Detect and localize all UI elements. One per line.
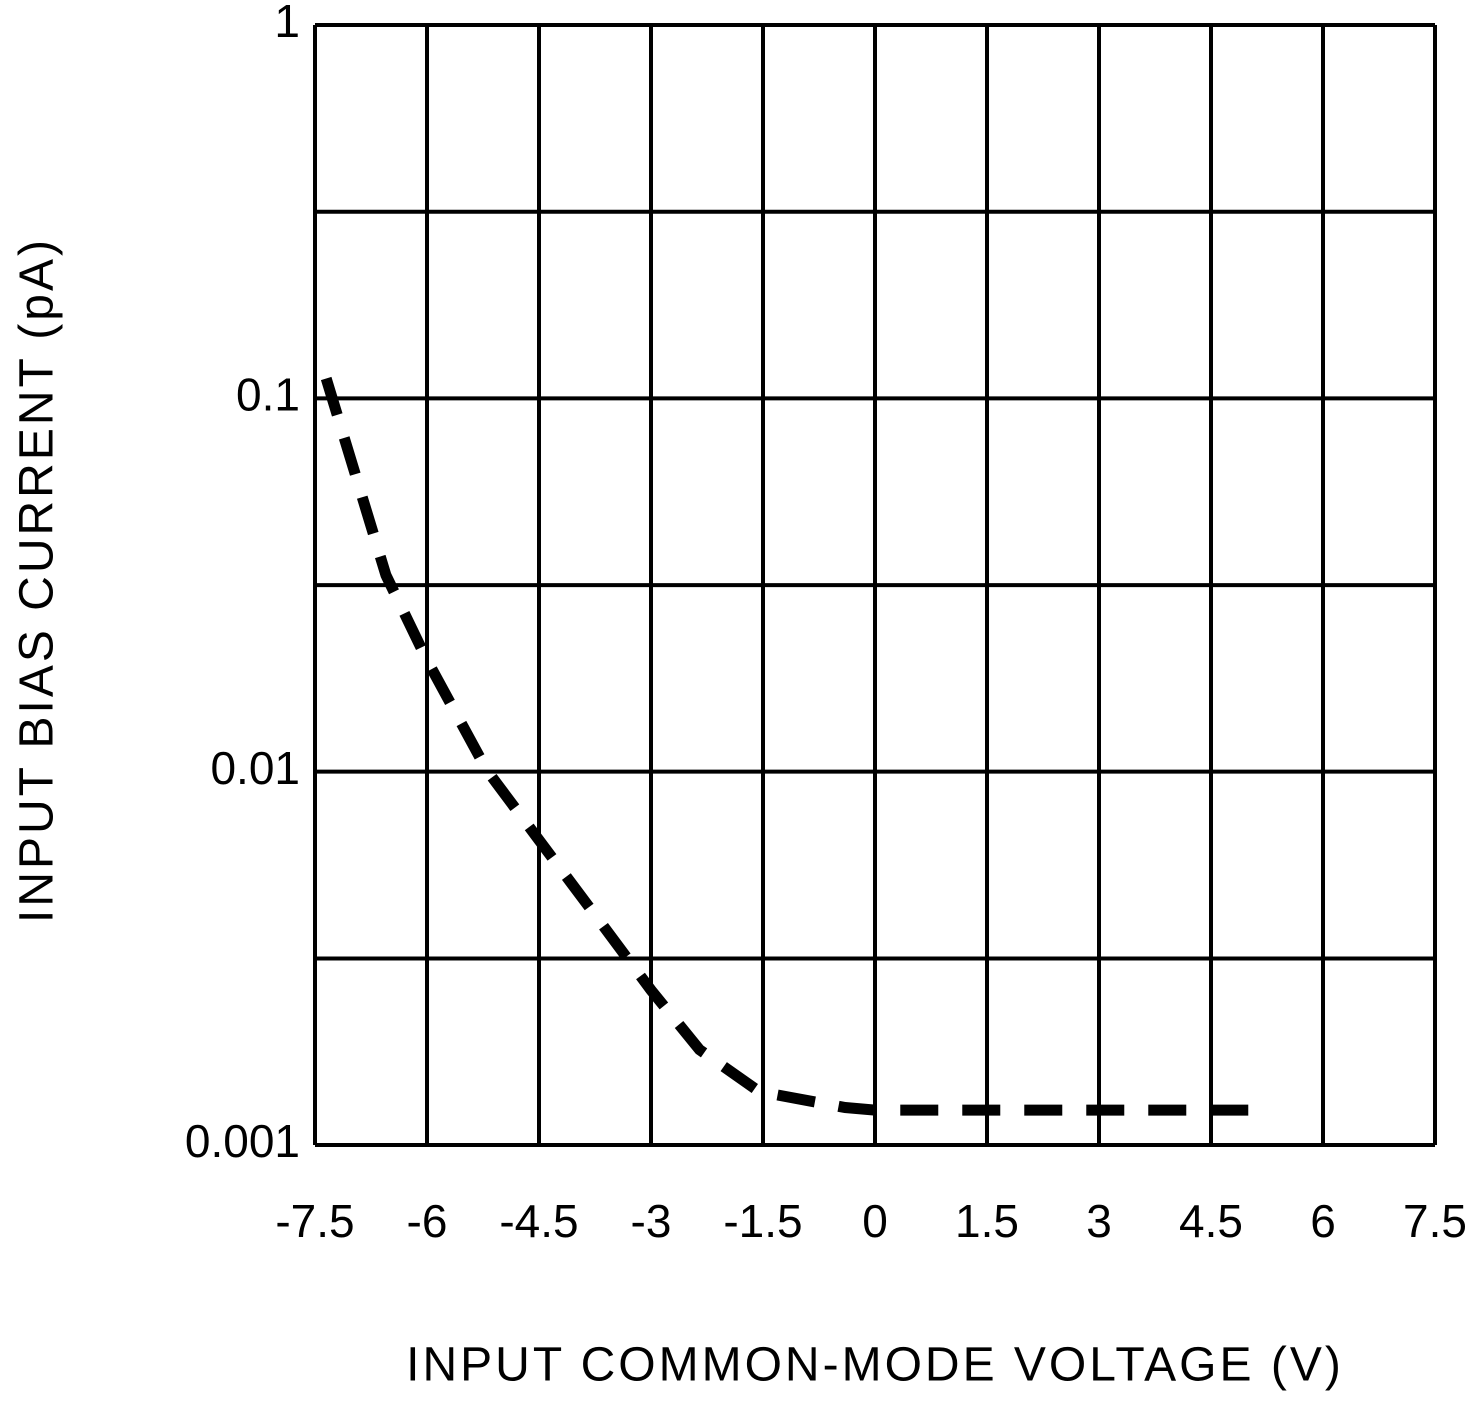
x-tick-label: 7.5 bbox=[1403, 1195, 1467, 1247]
y-tick-label: 0.01 bbox=[210, 742, 300, 794]
x-tick-label: 3 bbox=[1086, 1195, 1112, 1247]
y-tick-label: 1 bbox=[274, 0, 300, 47]
x-tick-label: 6 bbox=[1310, 1195, 1336, 1247]
y-axis-title: INPUT BIAS CURRENT (pA) bbox=[11, 237, 64, 923]
x-tick-label: -4.5 bbox=[499, 1195, 578, 1247]
y-tick-label: 0.001 bbox=[185, 1115, 300, 1167]
x-tick-label: 1.5 bbox=[955, 1195, 1019, 1247]
x-tick-label: -1.5 bbox=[723, 1195, 802, 1247]
data-line bbox=[320, 376, 1249, 1116]
x-tick-label: -7.5 bbox=[275, 1195, 354, 1247]
x-tick-label: -3 bbox=[631, 1195, 672, 1247]
x-axis-title: INPUT COMMON-MODE VOLTAGE (V) bbox=[406, 1339, 1344, 1392]
x-tick-label: 0 bbox=[862, 1195, 888, 1247]
y-tick-label: 0.1 bbox=[236, 368, 300, 420]
x-tick-label: 4.5 bbox=[1179, 1195, 1243, 1247]
x-tick-label: -6 bbox=[407, 1195, 448, 1247]
